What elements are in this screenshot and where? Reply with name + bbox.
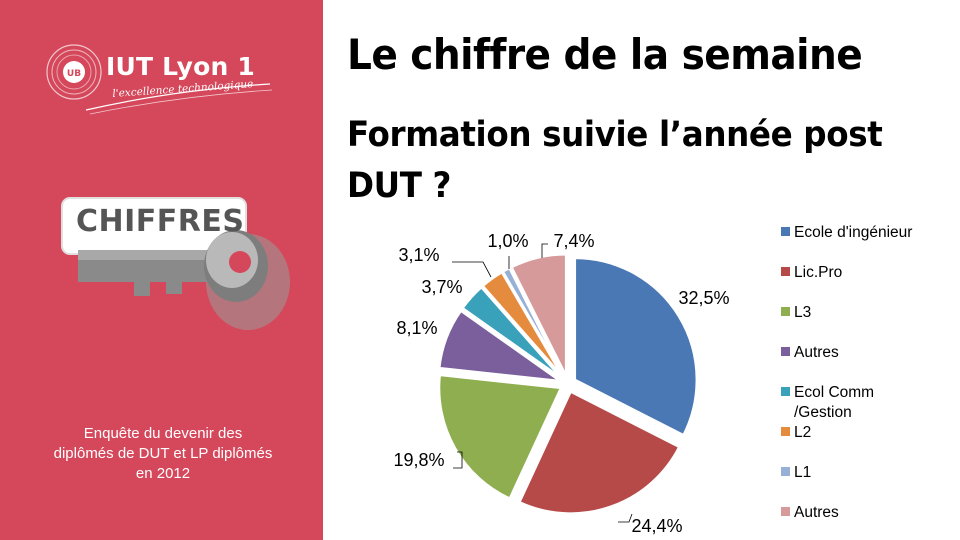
logo-name: IUT Lyon 1 xyxy=(106,52,255,81)
legend-swatch xyxy=(781,507,790,516)
svg-text:UB: UB xyxy=(67,69,81,79)
legend-swatch xyxy=(781,227,790,236)
slice-data-label: 7,4% xyxy=(553,231,594,251)
legend-item-label: Lic.Pro xyxy=(794,264,842,281)
legend-item-label: Ecol Comm/Gestion xyxy=(794,384,874,421)
label-leader-line xyxy=(453,451,463,469)
data-labels: 32,5% 24,4% 19,8% 8,1% 3,7% 3,1% 1,0% 7,4% xyxy=(393,231,729,536)
logo-underline-swoosh xyxy=(85,83,273,115)
slice-data-label: 32,5% xyxy=(678,288,729,308)
legend-swatch xyxy=(781,307,790,316)
chart-title: Formation suivie l’année post DUT ? xyxy=(347,115,883,206)
legend-swatch xyxy=(781,467,790,476)
pie-slice xyxy=(517,389,682,515)
label-leader-line xyxy=(618,513,633,523)
legend-swatch xyxy=(781,427,790,436)
page-headline: Le chiffre de la semaine xyxy=(347,30,863,79)
key-label: CHIFFRES xyxy=(76,204,245,239)
legend-item-label: Autres xyxy=(794,344,839,361)
pie-slices xyxy=(437,252,699,515)
legend-swatch xyxy=(781,347,790,356)
pie-slice xyxy=(437,308,566,383)
slice-data-label: 19,8% xyxy=(393,450,444,470)
pie-slice xyxy=(509,252,568,377)
slice-data-label: 3,7% xyxy=(421,277,462,297)
pie-chart: 32,5% 24,4% 19,8% 8,1% 3,7% 3,1% 1,0% 7,4% Ecol… xyxy=(393,224,912,536)
logo-swirl-icon: UB xyxy=(46,44,102,100)
legend-item-label: L3 xyxy=(794,304,811,321)
pie-slice xyxy=(437,373,563,501)
slice-data-label: 1,0% xyxy=(487,231,528,251)
chart-legend: Ecole d'ingénieur Lic.Pro L3 Autres Ecol Com… xyxy=(781,224,912,521)
key-icon xyxy=(61,197,290,330)
label-leader-line xyxy=(452,261,492,278)
label-leader-line xyxy=(541,243,548,258)
pie-slice xyxy=(573,256,699,437)
slice-data-label: 8,1% xyxy=(396,318,437,338)
legend-item-label: L1 xyxy=(794,464,811,481)
iut-lyon-logo[interactable]: UB IUT Lyon 1 l'excellence technologique xyxy=(44,36,274,126)
pie-slice xyxy=(501,266,566,378)
slice-data-label: 24,4% xyxy=(631,516,682,536)
legend-swatch xyxy=(781,267,790,276)
pie-slice xyxy=(460,285,563,380)
sidebar-panel: UB IUT Lyon 1 l'excellence technologique… xyxy=(0,0,323,540)
slice-data-label: 3,1% xyxy=(398,245,439,265)
survey-note: Enquête du devenir des diplômés de DUT e… xyxy=(53,425,273,482)
legend-item-label: Autres xyxy=(794,504,839,521)
legend-item-label: Ecole d'ingénieur xyxy=(794,224,912,241)
key-graphic: CHIFFRES xyxy=(58,190,294,340)
legend-item-label: L2 xyxy=(794,424,811,441)
legend-swatch xyxy=(781,387,790,396)
